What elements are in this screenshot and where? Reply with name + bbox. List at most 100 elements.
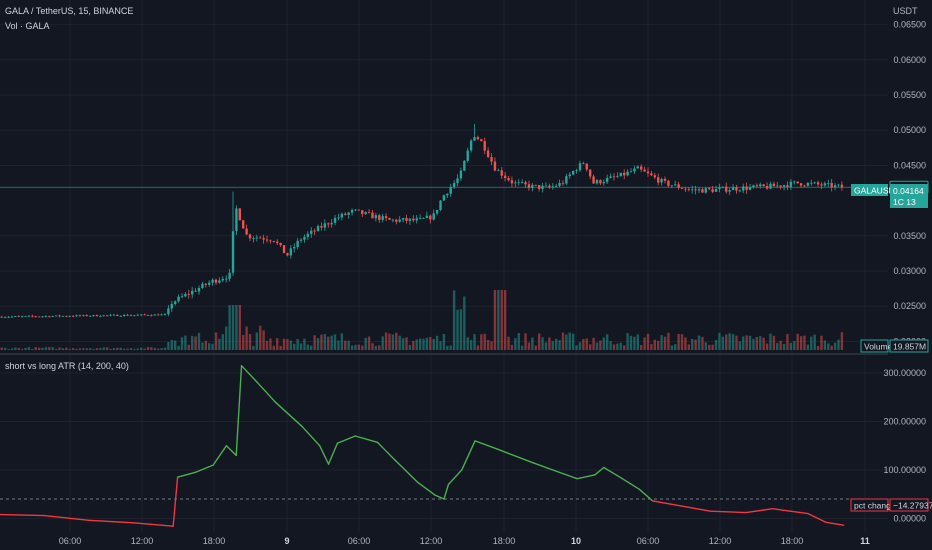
candle[interactable] <box>259 237 262 239</box>
candle[interactable] <box>184 293 187 297</box>
candle[interactable] <box>333 217 337 223</box>
candle[interactable] <box>565 176 568 184</box>
candle[interactable] <box>823 183 827 186</box>
candle[interactable] <box>544 185 548 187</box>
candle[interactable] <box>7 316 10 318</box>
candle[interactable] <box>667 180 670 186</box>
candle[interactable] <box>571 171 575 175</box>
candle[interactable] <box>514 182 517 184</box>
candle[interactable] <box>452 183 456 188</box>
candle[interactable] <box>578 163 582 171</box>
candle[interactable] <box>82 315 85 316</box>
candle[interactable] <box>575 170 578 172</box>
candle[interactable] <box>163 314 167 315</box>
candle[interactable] <box>606 177 609 182</box>
candle[interactable] <box>306 233 310 237</box>
candle[interactable] <box>65 315 68 317</box>
candle[interactable] <box>714 188 718 192</box>
candle[interactable] <box>391 219 395 221</box>
candle[interactable] <box>102 315 105 317</box>
candle[interactable] <box>401 218 405 220</box>
candle[interactable] <box>31 315 34 317</box>
indicator-legend[interactable]: short vs long ATR (14, 200, 40) <box>5 361 129 371</box>
symbol-tag-box[interactable] <box>851 184 888 196</box>
candle[interactable] <box>480 139 483 142</box>
candle[interactable] <box>786 185 789 188</box>
candle[interactable] <box>680 187 684 189</box>
candle[interactable] <box>105 315 109 317</box>
candle[interactable] <box>340 213 344 218</box>
candle[interactable] <box>225 278 228 280</box>
candle[interactable] <box>405 218 408 221</box>
candle[interactable] <box>439 200 442 210</box>
candle[interactable] <box>412 218 415 221</box>
candle[interactable] <box>367 212 371 213</box>
candle[interactable] <box>92 315 95 316</box>
candle[interactable] <box>830 182 833 188</box>
candle[interactable] <box>51 316 54 317</box>
candle[interactable] <box>211 279 214 283</box>
candle[interactable] <box>374 215 378 219</box>
candle[interactable] <box>697 189 701 191</box>
candle[interactable] <box>466 150 469 161</box>
volume-label-box[interactable] <box>860 339 889 353</box>
candle[interactable] <box>197 288 201 292</box>
candle[interactable] <box>398 219 401 222</box>
candle[interactable] <box>520 182 524 183</box>
candle[interactable] <box>793 181 796 183</box>
candle[interactable] <box>37 316 41 318</box>
candle[interactable] <box>150 315 153 317</box>
candle[interactable] <box>54 315 58 317</box>
candle[interactable] <box>228 272 231 279</box>
candle[interactable] <box>116 314 119 316</box>
candle[interactable] <box>503 175 507 178</box>
candle[interactable] <box>323 223 327 228</box>
candle[interactable] <box>316 226 320 232</box>
candle[interactable] <box>816 182 820 185</box>
candle[interactable] <box>395 219 398 222</box>
candle[interactable] <box>837 184 840 186</box>
candle[interactable] <box>327 223 330 225</box>
price-axis[interactable] <box>888 0 932 550</box>
candle[interactable] <box>796 181 799 184</box>
candle[interactable] <box>194 290 197 292</box>
candle[interactable] <box>459 170 463 179</box>
candle[interactable] <box>799 183 803 186</box>
candle[interactable] <box>187 293 190 295</box>
candle[interactable] <box>500 170 503 176</box>
candle[interactable] <box>408 218 412 221</box>
candle[interactable] <box>248 234 252 239</box>
candle[interactable] <box>789 181 793 188</box>
candle[interactable] <box>41 316 44 318</box>
candle[interactable] <box>279 242 282 246</box>
candle[interactable] <box>745 186 748 190</box>
candle[interactable] <box>483 141 486 151</box>
candle[interactable] <box>708 188 711 190</box>
candle[interactable] <box>510 180 514 184</box>
candle[interactable] <box>558 182 561 186</box>
candle[interactable] <box>17 316 20 317</box>
candle[interactable] <box>442 195 446 201</box>
candle[interactable] <box>112 314 116 316</box>
candle[interactable] <box>769 183 772 189</box>
candle[interactable] <box>782 185 786 187</box>
candle[interactable] <box>486 150 490 157</box>
candle[interactable] <box>330 222 333 225</box>
candle[interactable] <box>214 279 218 283</box>
candle[interactable] <box>554 185 558 187</box>
candle[interactable] <box>344 213 347 215</box>
candle[interactable] <box>136 314 139 316</box>
candle[interactable] <box>582 163 585 165</box>
candle[interactable] <box>146 314 150 316</box>
candle[interactable] <box>218 280 221 283</box>
candle[interactable] <box>725 186 728 192</box>
candle[interactable] <box>612 176 616 178</box>
candle[interactable] <box>109 314 112 316</box>
candle[interactable] <box>27 315 31 317</box>
candle[interactable] <box>623 172 626 176</box>
candle[interactable] <box>255 237 259 239</box>
candle[interactable] <box>435 209 439 214</box>
candle[interactable] <box>609 176 612 178</box>
candle[interactable] <box>772 183 776 187</box>
